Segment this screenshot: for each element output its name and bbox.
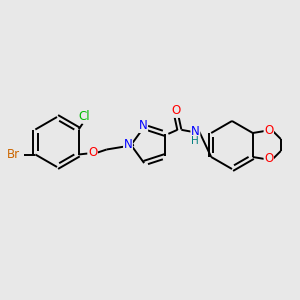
Text: N: N (139, 119, 148, 132)
Text: O: O (88, 146, 97, 159)
Text: O: O (264, 152, 273, 166)
Text: Cl: Cl (79, 110, 91, 123)
Text: N: N (124, 139, 132, 152)
Text: N: N (191, 125, 200, 138)
Text: O: O (172, 104, 181, 117)
Text: O: O (264, 124, 273, 137)
Text: Br: Br (7, 148, 20, 161)
Text: H: H (191, 136, 199, 146)
